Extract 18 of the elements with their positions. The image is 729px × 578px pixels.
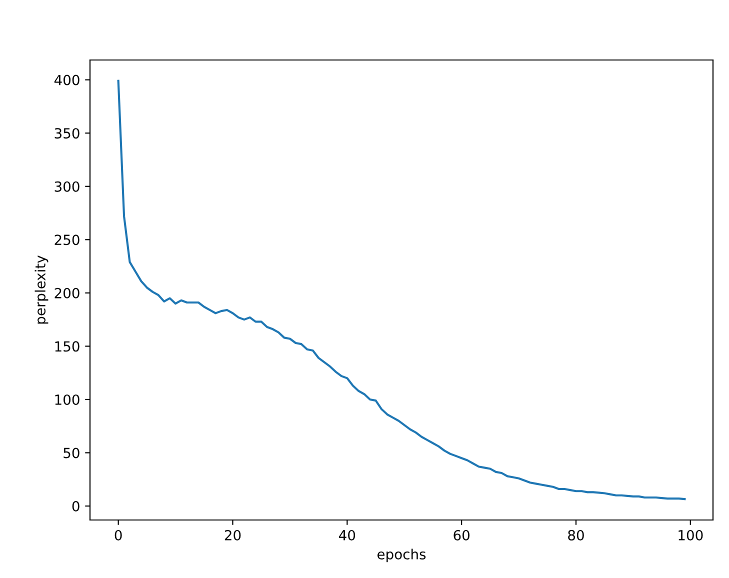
y-axis-title: perplexity — [34, 256, 48, 324]
y-tick-label: 100 — [55, 394, 80, 405]
y-tick-label: 350 — [54, 128, 80, 139]
y-tick-label: 50 — [64, 448, 80, 458]
y-tick-label: 300 — [54, 181, 80, 192]
x-axis-title: epochs — [378, 548, 426, 562]
y-tick-label: 250 — [54, 234, 80, 246]
x-tick-label: 60 — [454, 530, 470, 540]
y-tick-label: 200 — [54, 288, 80, 298]
x-tick-label: 20 — [224, 530, 241, 540]
x-tick-label: 80 — [568, 530, 584, 540]
y-tick-label: 0 — [72, 501, 80, 512]
x-tick-label: 100 — [678, 530, 703, 540]
y-tick-label: 400 — [54, 74, 80, 86]
x-tick-label: 0 — [114, 530, 122, 540]
line-series — [117, 80, 686, 500]
y-tick-label: 150 — [55, 341, 80, 352]
x-tick-label: 40 — [338, 530, 356, 540]
